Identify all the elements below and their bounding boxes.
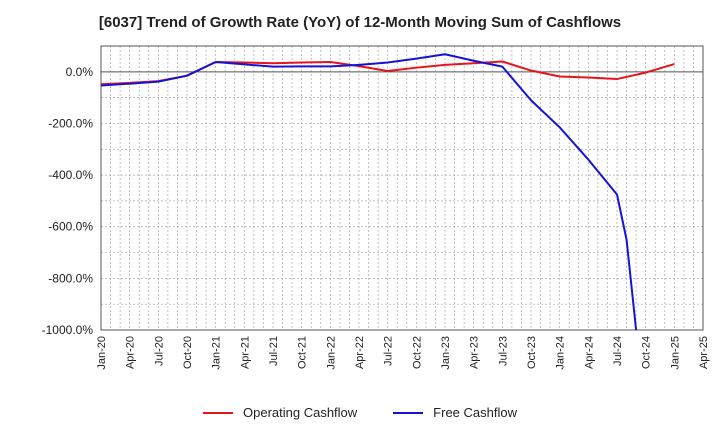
legend: Operating Cashflow Free Cashflow: [0, 405, 720, 420]
x-tick-label: Apr-23: [469, 336, 481, 369]
legend-item-operating: Operating Cashflow: [203, 405, 357, 420]
x-tick-label: Apr-24: [583, 336, 595, 369]
y-tick-label: -1000.0%: [42, 323, 94, 337]
y-tick-label: -400.0%: [48, 168, 93, 182]
x-tick-label: Jan-24: [555, 336, 567, 370]
legend-label-free: Free Cashflow: [433, 405, 517, 420]
legend-item-free: Free Cashflow: [393, 405, 517, 420]
x-tick-label: Oct-22: [411, 336, 423, 369]
legend-swatch-operating: [203, 411, 233, 414]
y-tick-label: -800.0%: [48, 271, 93, 285]
x-tick-label: Jan-20: [96, 336, 108, 370]
x-tick-label: Jan-22: [325, 336, 337, 370]
legend-swatch-free: [393, 411, 424, 414]
chart-title: [6037] Trend of Growth Rate (YoY) of 12-…: [98, 14, 622, 31]
x-tick-label: Jul-20: [153, 336, 165, 366]
x-tick-label: Jul-24: [612, 336, 624, 366]
x-tick-label: Jul-22: [383, 336, 395, 366]
x-tick-label: Jan-21: [211, 336, 223, 370]
x-tick-label: Apr-25: [698, 336, 710, 369]
y-tick-label: 0.0%: [66, 65, 94, 79]
x-tick-label: Jan-25: [669, 336, 681, 370]
x-tick-label: Oct-24: [641, 336, 653, 369]
series-line-free-cashflow: [101, 53, 638, 330]
x-tick-label: Oct-23: [526, 336, 538, 369]
legend-label-operating: Operating Cashflow: [243, 405, 358, 420]
y-tick-label: -600.0%: [48, 220, 93, 234]
x-tick-label: Jul-23: [497, 336, 509, 366]
x-tick-label: Oct-20: [182, 336, 194, 369]
x-tick-label: Apr-20: [125, 336, 137, 369]
x-tick-label: Apr-21: [239, 336, 251, 369]
plot-border: [100, 45, 704, 331]
x-tick-label: Jan-23: [440, 336, 452, 370]
x-tick-label: Jul-21: [268, 336, 280, 366]
x-tick-label: Apr-22: [354, 336, 366, 369]
y-tick-label: -200.0%: [48, 116, 93, 130]
plot-area: [101, 46, 703, 330]
x-tick-label: Oct-21: [297, 336, 309, 369]
